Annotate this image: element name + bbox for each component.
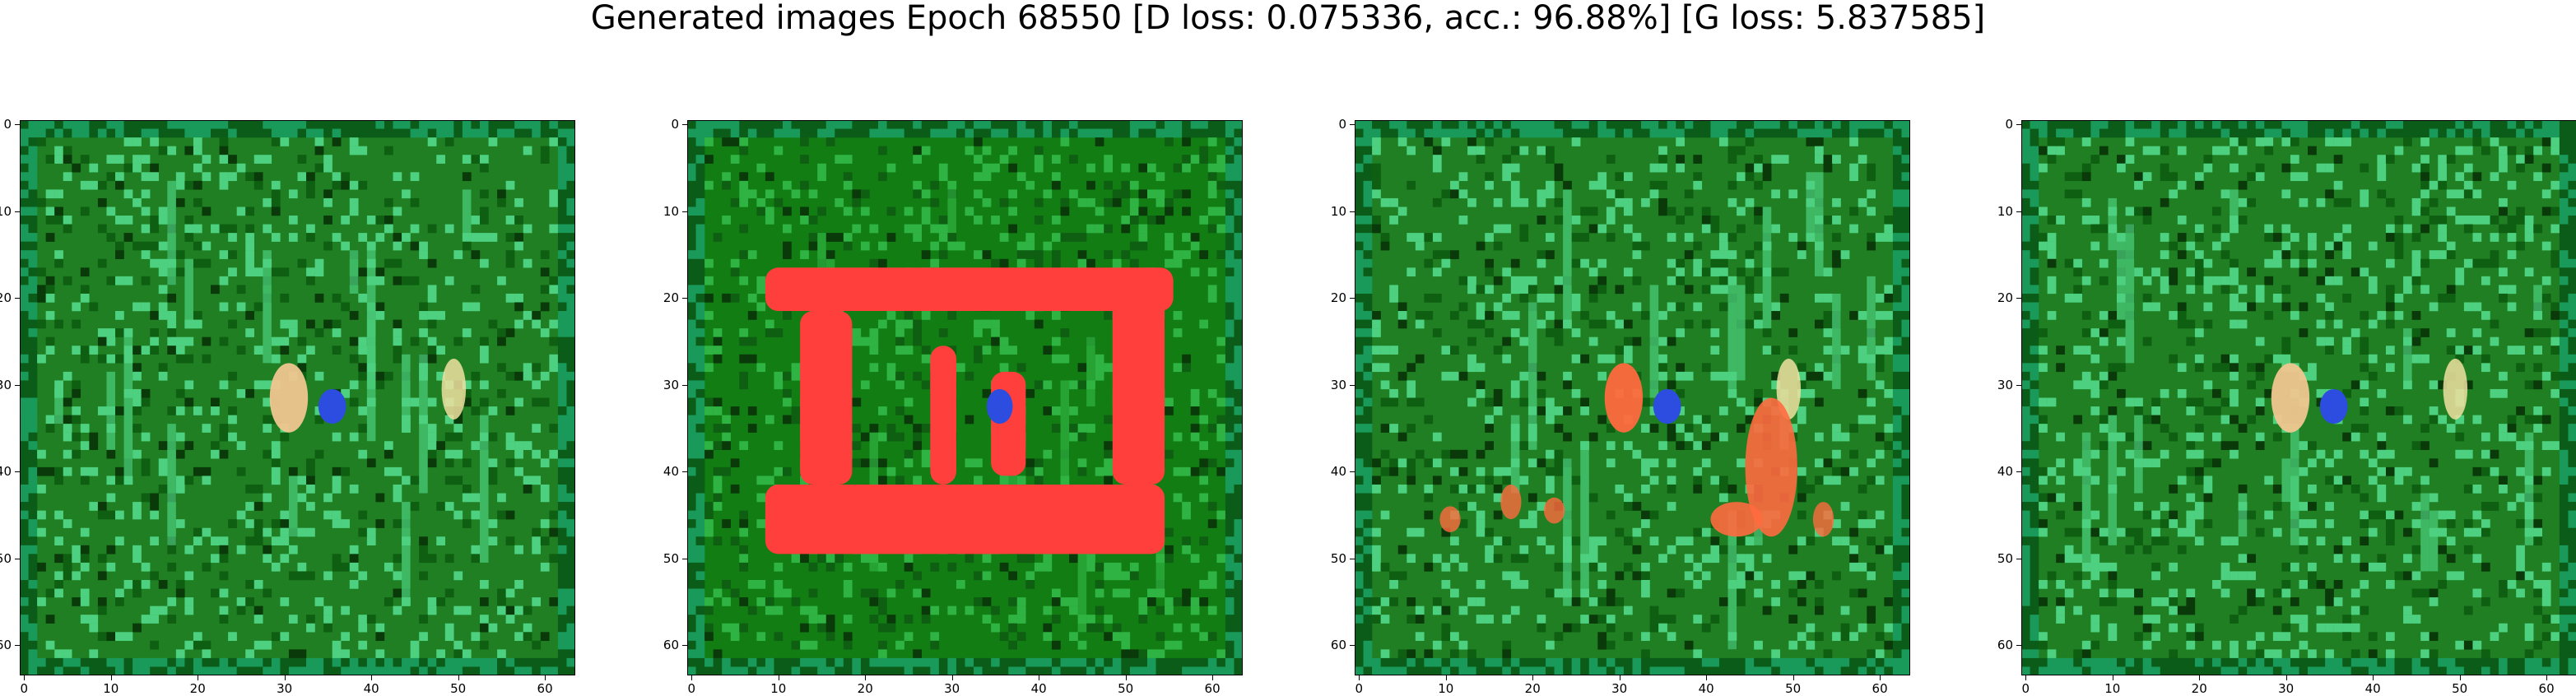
x-tick-mark [1793, 675, 1794, 680]
x-tick-label: 40 [355, 682, 388, 695]
x-tick-mark [1359, 675, 1360, 680]
y-tick-mark [15, 298, 20, 299]
x-tick-label: 0 [1342, 682, 1375, 695]
x-tick-mark [371, 675, 372, 680]
y-tick-label: 50 [1322, 552, 1346, 565]
y-tick-mark [682, 298, 687, 299]
y-tick-label: 0 [654, 118, 679, 131]
x-tick-mark [1212, 675, 1213, 680]
x-tick-mark [1532, 675, 1533, 680]
y-tick-mark [1350, 211, 1355, 212]
x-tick-label: 60 [1863, 682, 1896, 695]
x-tick-mark [458, 675, 459, 680]
x-tick-label: 50 [1777, 682, 1810, 695]
x-tick-label: 20 [181, 682, 214, 695]
x-tick-label: 10 [95, 682, 128, 695]
x-tick-label: 50 [1109, 682, 1142, 695]
x-tick-label: 30 [1603, 682, 1636, 695]
y-tick-mark [1350, 471, 1355, 472]
y-tick-label: 30 [1322, 378, 1346, 392]
y-tick-label: 30 [654, 378, 679, 392]
x-tick-mark [24, 675, 25, 680]
y-tick-mark [15, 645, 20, 646]
y-tick-mark [15, 385, 20, 386]
y-tick-label: 10 [1322, 205, 1346, 218]
y-tick-label: 40 [0, 465, 12, 478]
x-tick-label: 10 [762, 682, 795, 695]
y-tick-label: 60 [1322, 638, 1346, 652]
y-tick-label: 20 [654, 291, 679, 304]
y-tick-mark [15, 124, 20, 125]
x-tick-label: 10 [1430, 682, 1462, 695]
x-tick-mark [952, 675, 953, 680]
x-tick-label: 50 [442, 682, 475, 695]
x-tick-mark [285, 675, 286, 680]
x-tick-mark [1446, 675, 1447, 680]
y-tick-label: 50 [654, 552, 679, 565]
y-tick-mark [682, 645, 687, 646]
x-tick-mark [545, 675, 546, 680]
x-tick-mark [1706, 675, 1707, 680]
y-tick-mark [682, 211, 687, 212]
x-tick-label: 30 [936, 682, 969, 695]
generated-image-1-frame [20, 120, 575, 675]
y-tick-label: 40 [1322, 465, 1346, 478]
y-tick-label: 10 [0, 205, 12, 218]
y-tick-label: 60 [654, 638, 679, 652]
y-tick-label: 0 [1322, 118, 1346, 131]
y-tick-label: 20 [1322, 291, 1346, 304]
y-tick-mark [682, 471, 687, 472]
x-tick-label: 40 [1690, 682, 1723, 695]
x-tick-mark [1880, 675, 1881, 680]
y-tick-label: 60 [0, 638, 12, 652]
x-tick-label: 40 [1022, 682, 1055, 695]
y-tick-mark [1350, 124, 1355, 125]
x-tick-mark [691, 675, 692, 680]
y-tick-mark [682, 385, 687, 386]
x-tick-mark [1126, 675, 1127, 680]
y-tick-mark [682, 124, 687, 125]
x-tick-mark [865, 675, 866, 680]
x-tick-label: 20 [1516, 682, 1549, 695]
generated-image-3-frame [1355, 120, 1910, 675]
y-tick-label: 20 [0, 291, 12, 304]
y-tick-label: 40 [654, 465, 679, 478]
y-tick-mark [15, 471, 20, 472]
y-tick-mark [1350, 298, 1355, 299]
y-tick-mark [1350, 385, 1355, 386]
x-tick-label: 20 [849, 682, 881, 695]
y-tick-mark [15, 211, 20, 212]
x-tick-label: 0 [7, 682, 40, 695]
x-tick-label: 0 [675, 682, 708, 695]
generated-image-2-frame [687, 120, 1243, 675]
y-tick-mark [1350, 645, 1355, 646]
y-tick-label: 0 [0, 118, 12, 131]
x-tick-mark [111, 675, 112, 680]
y-tick-label: 10 [654, 205, 679, 218]
y-tick-label: 50 [0, 552, 12, 565]
x-tick-label: 60 [528, 682, 561, 695]
x-tick-label: 30 [268, 682, 301, 695]
y-tick-label: 30 [0, 378, 12, 392]
figure-title: Generated images Epoch 68550 [D loss: 0.… [0, 0, 2576, 41]
x-tick-label: 60 [1196, 682, 1229, 695]
